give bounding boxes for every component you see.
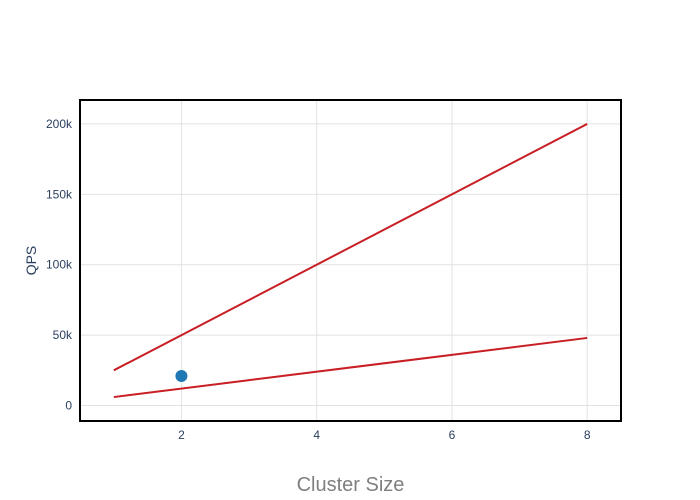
series-line-1 [113,123,588,372]
x-tick-label: 2 [178,428,185,442]
plot-frame [79,99,622,422]
y-tick-label: 100k [46,258,73,272]
x-tick-label: 4 [313,428,320,442]
gridlines [80,100,621,421]
y-tick-label: 150k [46,187,73,201]
x-tick-label: 8 [584,428,591,442]
x-axis-ticks: 2 4 6 8 [178,428,591,442]
series-layer [113,123,588,399]
x-tick-label: 6 [449,428,456,442]
scatter-point [175,369,188,382]
y-tick-label: 50k [53,328,73,342]
x-axis-label: Cluster Size [297,474,405,496]
y-axis-ticks: 0 50k 100k 150k 200k [46,117,73,413]
y-tick-label: 200k [46,117,73,131]
series-line-2 [113,336,588,399]
y-axis-label: QPS [23,246,39,276]
y-tick-label: 0 [65,399,72,413]
